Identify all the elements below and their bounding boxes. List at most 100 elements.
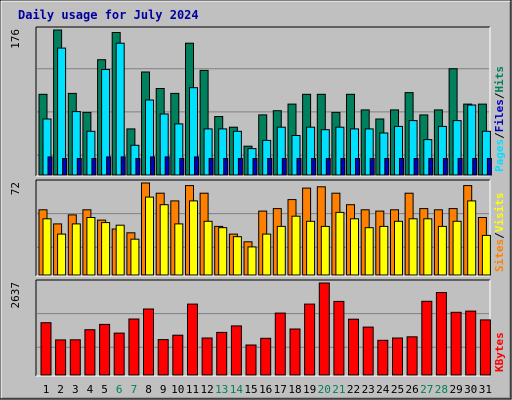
bar-files-day-25 (394, 125, 403, 176)
x-tick-label-day-16: 16 (259, 383, 272, 396)
bar-files-day-23 (364, 128, 374, 176)
bar-pages-day-24 (384, 158, 390, 176)
bar-files-day-29 (452, 120, 462, 176)
bar-files-day-13 (218, 128, 228, 176)
bar-files-day-16 (262, 139, 272, 176)
x-tick-label-day-23: 23 (362, 383, 375, 396)
legend-part-hits-2: Files (493, 99, 506, 132)
chart-title: Daily usage for July 2024 (18, 8, 199, 22)
legend-part-visits-0: Sites (493, 239, 506, 272)
bar-files-day-11 (189, 87, 198, 176)
bar-sites-day-26 (408, 218, 418, 276)
bar-sites-day-25 (394, 220, 403, 276)
y-max-label-kbytes: 2637 (9, 282, 22, 309)
x-tick-label-day-21: 21 (332, 383, 345, 396)
legend-part-visits-2: Visits (493, 193, 506, 233)
bar-files-day-8 (145, 99, 154, 176)
bar-sites-day-24 (379, 225, 389, 276)
bar-pages-day-1 (47, 156, 53, 176)
bar-sites-day-4 (86, 217, 96, 276)
series-hits-pages (47, 156, 492, 176)
bar-pages-day-15 (252, 158, 258, 176)
bar-sites-day-3 (71, 223, 81, 276)
x-tick-label-day-9: 9 (160, 383, 167, 396)
x-tick-label-day-15: 15 (244, 383, 257, 396)
bar-kbytes-day-6 (113, 332, 125, 376)
bar-pages-day-27 (428, 158, 434, 176)
bar-sites-day-7 (130, 238, 140, 276)
bar-pages-day-26 (413, 158, 419, 176)
bar-sites-day-23 (364, 227, 374, 276)
bar-pages-day-7 (135, 158, 141, 176)
panel-visits: 72 Sites/Visits (9, 179, 506, 277)
x-tick-label-day-11: 11 (186, 383, 199, 396)
bar-sites-day-12 (203, 220, 213, 276)
bar-files-day-28 (437, 125, 447, 176)
y-max-label-visits: 72 (9, 182, 22, 195)
bar-pages-day-17 (281, 158, 287, 176)
bar-files-day-20 (320, 129, 330, 176)
bar-kbytes-day-7 (128, 318, 140, 376)
legend-part-hits-4: Hits (493, 66, 506, 93)
bar-pages-day-8 (150, 156, 155, 176)
bar-kbytes-day-13 (216, 331, 228, 376)
bar-files-day-17 (276, 126, 286, 176)
bar-files-day-24 (379, 132, 389, 176)
bar-sites-day-27 (423, 218, 433, 276)
x-tick-label-day-10: 10 (171, 383, 184, 396)
bar-kbytes-day-11 (187, 303, 198, 376)
bar-kbytes-day-26 (406, 336, 418, 376)
bar-pages-day-6 (120, 156, 126, 176)
bar-sites-day-2 (57, 233, 67, 276)
bar-files-day-14 (232, 130, 242, 176)
x-tick-label-day-4: 4 (87, 383, 94, 396)
bar-pages-day-18 (296, 158, 302, 176)
bar-kbytes-day-1 (40, 322, 52, 376)
x-axis-day-labels: 1 2 3 4 5 6 7 8 9 10 11 12 13 14 15 16 17 18 19 20 21 22 23 24 2… (43, 383, 492, 396)
series-kbytes-kbytes (40, 282, 491, 376)
x-tick-label-day-2: 2 (57, 383, 64, 396)
bar-pages-day-13 (223, 158, 229, 176)
bar-kbytes-day-27 (421, 300, 433, 376)
x-tick-label-day-5: 5 (101, 383, 108, 396)
bar-pages-day-20 (325, 158, 331, 176)
x-tick-label-day-19: 19 (303, 383, 316, 396)
bar-sites-day-22 (350, 218, 359, 276)
series-hits-files (42, 42, 491, 176)
x-tick-label-day-18: 18 (288, 383, 301, 396)
bar-files-day-30 (467, 104, 477, 176)
bar-pages-day-22 (355, 158, 360, 176)
legend-hits: Pages/Files/Hits (493, 66, 506, 172)
bar-kbytes-day-24 (377, 339, 389, 376)
bar-sites-day-30 (467, 200, 477, 276)
bar-kbytes-day-30 (465, 310, 477, 376)
bar-kbytes-day-14 (230, 325, 242, 376)
bar-sites-day-29 (452, 220, 462, 276)
bar-kbytes-day-4 (84, 329, 96, 376)
bar-kbytes-day-2 (55, 339, 67, 376)
bar-sites-day-6 (115, 224, 125, 276)
bar-sites-day-10 (174, 223, 184, 276)
x-tick-label-day-22: 22 (347, 383, 360, 396)
x-tick-label-day-14: 14 (230, 383, 244, 396)
bar-sites-day-8 (145, 196, 154, 276)
x-tick-label-day-1: 1 (43, 383, 50, 396)
panel-kbytes: 2637 KBytes (9, 279, 506, 377)
legend-part-kbytes-0: KBytes (493, 332, 506, 372)
bar-sites-day-13 (218, 227, 228, 276)
bar-pages-day-28 (442, 158, 448, 176)
bar-kbytes-day-28 (435, 292, 447, 376)
bar-kbytes-day-25 (392, 337, 403, 376)
bar-pages-day-30 (472, 158, 478, 176)
bar-sites-day-11 (189, 200, 198, 276)
bar-pages-day-25 (399, 158, 404, 176)
bar-sites-day-17 (276, 225, 286, 276)
x-tick-label-day-8: 8 (145, 383, 152, 396)
bar-files-day-19 (306, 126, 316, 176)
bar-kbytes-day-21 (333, 300, 345, 376)
bar-pages-day-14 (237, 158, 243, 176)
bar-sites-day-21 (335, 211, 345, 276)
x-tick-label-day-31: 31 (479, 383, 492, 396)
